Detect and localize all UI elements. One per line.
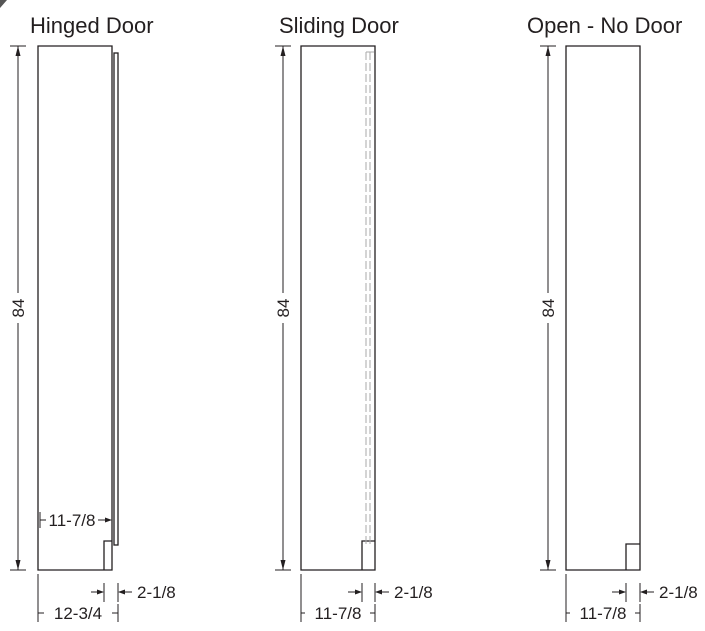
inner-depth-label: 11-7/8 — [49, 511, 96, 530]
total-depth-dimension: 12-3/4 — [37, 574, 119, 623]
panel-title: Hinged Door — [30, 13, 154, 38]
toe-label: 2-1/8 — [659, 583, 698, 602]
toe-kick — [103, 540, 112, 570]
depth-label: 11-7/8 — [580, 604, 627, 623]
panel-sliding-door: Sliding Door 84 2-1/8 — [274, 13, 433, 623]
height-label: 84 — [274, 299, 293, 318]
toe-dimension: 2-1/8 — [612, 583, 698, 602]
toe-label: 2-1/8 — [394, 583, 433, 602]
height-dimension: 84 — [9, 45, 28, 571]
total-depth-label: 12-3/4 — [54, 604, 102, 623]
depth-label: 11-7/8 — [315, 604, 362, 623]
height-dimension: 84 — [539, 45, 558, 571]
cabinet-outline — [300, 45, 376, 571]
corner-mark — [0, 0, 7, 8]
depth-dimension: 11-7/8 — [300, 574, 376, 623]
cabinet-outline — [37, 45, 113, 571]
depth-dimension: 11-7/8 — [565, 574, 641, 623]
height-label: 84 — [9, 299, 28, 318]
panel-title: Sliding Door — [279, 13, 399, 38]
toe-kick — [625, 543, 640, 570]
cabinet-outline — [565, 45, 641, 571]
toe-dimension: 2-1/8 — [348, 583, 433, 602]
height-label: 84 — [539, 299, 558, 318]
hinged-door-panel — [113, 52, 119, 546]
toe-label: 2-1/8 — [137, 583, 176, 602]
panel-hinged-door: Hinged Door 84 11-7/8 — [9, 13, 176, 623]
toe-kick — [361, 540, 375, 570]
inner-depth-dimension: 11-7/8 — [39, 511, 112, 530]
panel-title: Open - No Door — [527, 13, 682, 38]
toe-dimension: 2-1/8 — [91, 583, 176, 602]
height-dimension: 84 — [274, 45, 293, 571]
panel-open-no-door: Open - No Door 84 2-1/8 11-7/8 — [527, 13, 698, 623]
